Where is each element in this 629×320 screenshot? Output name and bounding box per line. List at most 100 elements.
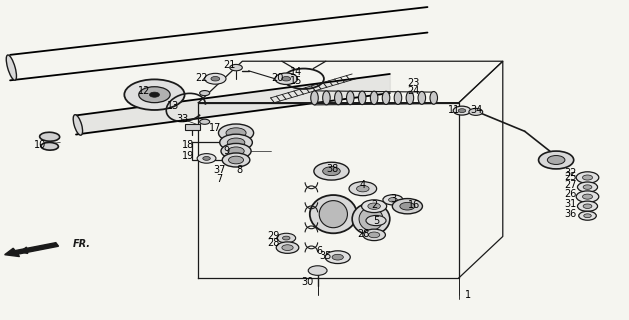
- Ellipse shape: [311, 91, 318, 105]
- Circle shape: [199, 119, 209, 124]
- Text: 16: 16: [408, 200, 420, 210]
- Text: 12: 12: [138, 85, 150, 96]
- Circle shape: [226, 128, 246, 138]
- Text: 5: 5: [373, 216, 379, 226]
- Circle shape: [211, 76, 220, 81]
- Text: 7: 7: [216, 174, 222, 184]
- Circle shape: [583, 185, 592, 189]
- Ellipse shape: [347, 91, 354, 105]
- Bar: [184, 124, 199, 130]
- Circle shape: [577, 182, 598, 192]
- Circle shape: [332, 254, 343, 260]
- Circle shape: [222, 153, 250, 167]
- Text: 28: 28: [267, 238, 280, 248]
- Ellipse shape: [418, 92, 426, 104]
- Circle shape: [218, 124, 253, 142]
- Ellipse shape: [323, 91, 330, 105]
- Circle shape: [583, 204, 592, 208]
- Circle shape: [228, 147, 244, 155]
- Text: 27: 27: [564, 180, 577, 190]
- Text: 17: 17: [209, 123, 221, 132]
- Text: 13: 13: [167, 101, 179, 111]
- Text: 19: 19: [182, 151, 194, 161]
- Circle shape: [582, 194, 593, 199]
- Circle shape: [582, 175, 593, 180]
- Text: 32: 32: [564, 168, 577, 178]
- Ellipse shape: [370, 91, 378, 105]
- Text: 22: 22: [195, 73, 208, 83]
- FancyArrow shape: [4, 243, 58, 257]
- Circle shape: [282, 76, 291, 81]
- Circle shape: [400, 202, 415, 210]
- Ellipse shape: [73, 115, 82, 135]
- Text: 20: 20: [271, 73, 284, 83]
- Circle shape: [392, 198, 423, 214]
- Text: 6: 6: [316, 246, 323, 256]
- Circle shape: [362, 200, 387, 212]
- Circle shape: [325, 251, 350, 264]
- Ellipse shape: [394, 91, 402, 104]
- Circle shape: [314, 162, 349, 180]
- Circle shape: [576, 191, 599, 202]
- Text: 14: 14: [290, 68, 303, 77]
- Circle shape: [363, 229, 386, 241]
- Text: 10: 10: [34, 140, 47, 150]
- Circle shape: [323, 167, 340, 176]
- Ellipse shape: [310, 195, 357, 233]
- Text: 1: 1: [465, 291, 471, 300]
- Ellipse shape: [352, 203, 390, 235]
- Text: 23: 23: [408, 78, 420, 88]
- Text: 4: 4: [360, 180, 366, 190]
- Circle shape: [277, 233, 296, 243]
- Ellipse shape: [319, 201, 347, 228]
- Circle shape: [230, 64, 242, 71]
- Circle shape: [125, 79, 184, 110]
- Text: 38: 38: [326, 164, 338, 174]
- Circle shape: [349, 182, 377, 196]
- Text: 18: 18: [182, 140, 194, 150]
- Circle shape: [199, 91, 209, 96]
- Ellipse shape: [335, 91, 342, 105]
- Text: 15: 15: [290, 76, 303, 86]
- Circle shape: [389, 197, 398, 202]
- Text: 8: 8: [236, 164, 242, 174]
- Ellipse shape: [382, 91, 390, 105]
- Circle shape: [357, 186, 369, 192]
- Text: 21: 21: [223, 60, 236, 70]
- Text: 35: 35: [320, 251, 332, 261]
- Circle shape: [458, 109, 465, 113]
- Text: 37: 37: [213, 165, 225, 175]
- Ellipse shape: [359, 91, 366, 105]
- Circle shape: [275, 73, 298, 84]
- Bar: [192, 142, 226, 160]
- Ellipse shape: [6, 55, 16, 80]
- Circle shape: [368, 203, 381, 209]
- Circle shape: [150, 92, 160, 97]
- Text: 33: 33: [177, 114, 189, 124]
- Circle shape: [577, 201, 598, 211]
- Ellipse shape: [41, 142, 58, 150]
- Ellipse shape: [406, 92, 414, 104]
- Text: 34: 34: [470, 105, 482, 115]
- Circle shape: [538, 151, 574, 169]
- Circle shape: [579, 211, 596, 220]
- Ellipse shape: [40, 132, 60, 141]
- Circle shape: [276, 242, 299, 253]
- Text: 36: 36: [564, 209, 577, 219]
- Text: 30: 30: [301, 277, 313, 287]
- Circle shape: [221, 143, 251, 159]
- Circle shape: [220, 134, 252, 151]
- Circle shape: [469, 108, 482, 116]
- Text: 28: 28: [357, 229, 370, 239]
- Circle shape: [383, 195, 403, 205]
- Circle shape: [227, 138, 245, 147]
- Text: 9: 9: [223, 146, 230, 156]
- Circle shape: [139, 87, 170, 103]
- Circle shape: [454, 106, 470, 115]
- Text: 24: 24: [408, 85, 420, 96]
- Text: 29: 29: [267, 231, 280, 241]
- Text: 26: 26: [564, 189, 577, 199]
- Circle shape: [282, 236, 290, 240]
- Circle shape: [203, 156, 210, 160]
- Ellipse shape: [430, 92, 438, 104]
